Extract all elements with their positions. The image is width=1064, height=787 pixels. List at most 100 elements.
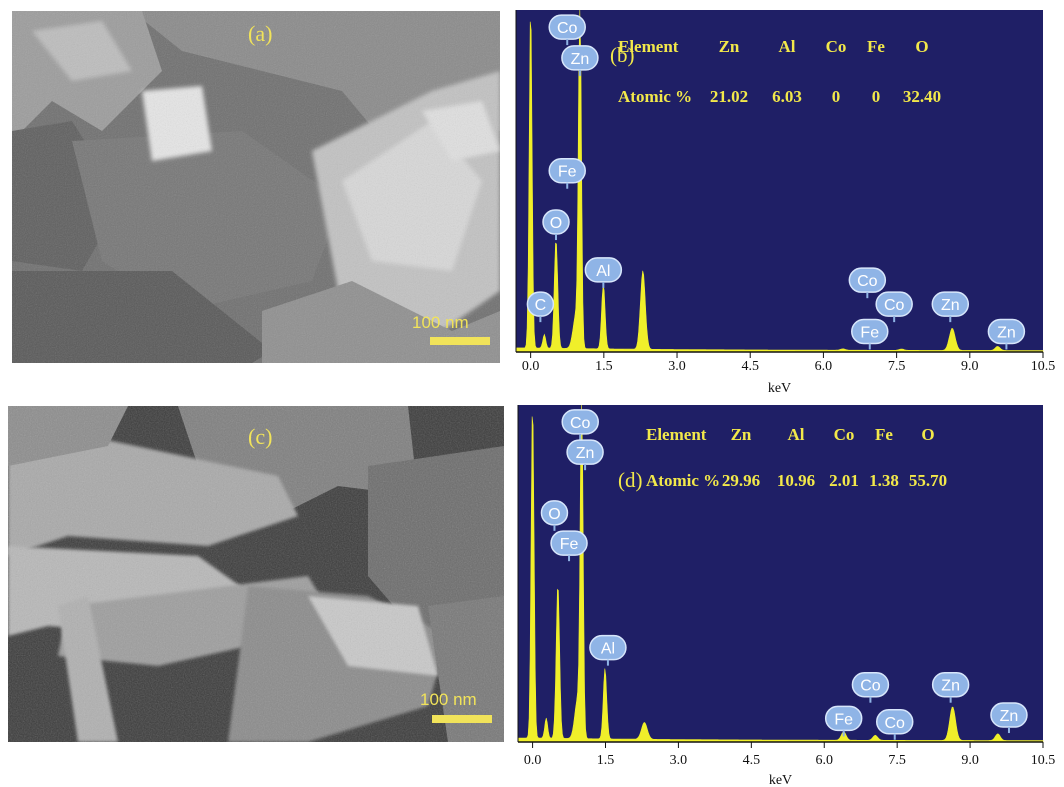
x-tick-label: 7.5 — [888, 359, 906, 374]
table-header-cell: Fe — [867, 37, 885, 56]
element-label-fe: Fe — [548, 157, 586, 189]
x-tick-label: 1.5 — [597, 753, 615, 768]
table-value-cell: Atomic % — [618, 87, 692, 106]
element-badge-text: Fe — [834, 711, 853, 728]
scale-bar-c — [432, 715, 492, 723]
table-value-cell: 32.40 — [903, 87, 941, 106]
x-tick-label: 0.0 — [522, 359, 540, 374]
table-header-cell: Fe — [875, 425, 893, 444]
element-badge-text: Zn — [941, 297, 960, 314]
element-label-co: Co — [875, 709, 914, 740]
element-label-zn: Zn — [931, 671, 970, 703]
table-value-cell: 55.70 — [909, 471, 947, 490]
element-label-fe: Fe — [550, 530, 588, 562]
sem-image-c: (c) 100 nm — [8, 406, 504, 742]
element-label-al: Al — [589, 634, 627, 666]
eds-spectrum-b: 0.0 1.5 3.0 4.5 6.0 7.5 9.0 10.5 keV (b)Element Zn… — [515, 9, 1056, 396]
element-badge-text: Al — [601, 641, 615, 658]
element-label-c: C — [526, 291, 555, 323]
table-header-cell: O — [921, 425, 934, 444]
element-badge-text: Zn — [941, 678, 960, 695]
x-tick-label: 1.5 — [595, 359, 613, 374]
x-tick-label: 7.5 — [888, 753, 906, 768]
element-label-zn: Zn — [566, 439, 604, 471]
element-label-co: Co — [851, 671, 890, 703]
element-label-zn: Zn — [561, 45, 599, 76]
element-badge-text: Co — [860, 678, 881, 695]
table-header-cell: Element — [618, 37, 679, 56]
x-axis-title-b: keV — [768, 381, 791, 396]
x-tick-label: 3.0 — [668, 359, 686, 374]
table-value-cell: 29.96 — [722, 471, 760, 490]
x-tick-label: 10.5 — [1031, 753, 1056, 768]
x-axis-title-d: keV — [769, 773, 792, 787]
element-label-zn: Zn — [931, 291, 970, 323]
element-badge-text: O — [550, 215, 562, 232]
element-badge-text: C — [535, 297, 547, 314]
element-label-o: O — [540, 500, 569, 531]
x-tick-label: 9.0 — [961, 359, 979, 374]
element-label-zn: Zn — [990, 702, 1028, 734]
table-header-cell: Al — [779, 37, 796, 56]
element-badge-text: Zn — [1000, 708, 1019, 725]
sem-micrograph-c — [8, 406, 504, 742]
element-label-al: Al — [584, 257, 623, 288]
table-value-cell: 2.01 — [829, 471, 859, 490]
eds-chart-b: 0.0 1.5 3.0 4.5 6.0 7.5 9.0 10.5 keV (b) Element Zn… — [506, 0, 1064, 400]
table-value-cell: 0 — [832, 87, 841, 106]
element-badge — [540, 500, 569, 526]
element-badge — [851, 671, 890, 698]
element-badge-text: Co — [885, 715, 906, 732]
element-label-fe: Fe — [851, 318, 889, 350]
element-label-co: Co — [548, 14, 586, 46]
panel-label-b: (b) — [610, 43, 635, 67]
x-tick-label: 0.0 — [524, 753, 542, 768]
element-label-o: O — [542, 209, 570, 241]
element-label-co: Co — [848, 267, 887, 299]
table-value-cell: 0 — [872, 87, 881, 106]
element-badge-text: Co — [557, 20, 578, 37]
element-badge-text: Co — [884, 297, 905, 314]
element-badge-text: Co — [570, 415, 591, 432]
element-badge-text: O — [548, 506, 560, 523]
table-header-cell: Co — [826, 37, 847, 56]
x-tick-label: 3.0 — [670, 753, 688, 768]
table-header-cell: O — [915, 37, 928, 56]
scale-bar-a — [430, 337, 490, 345]
spectrum-area-d — [517, 404, 1044, 743]
element-badge-text: Fe — [558, 164, 577, 181]
scale-bar-label-c: 100 nm — [420, 690, 477, 709]
element-badge-text: Fe — [560, 536, 579, 553]
element-label-zn: Zn — [987, 318, 1026, 350]
element-badge-text: Co — [857, 273, 878, 290]
panel-label-d: (d) — [618, 468, 643, 492]
x-tick-label: 4.5 — [743, 753, 761, 768]
element-badge-text: Zn — [997, 324, 1016, 341]
element-label-co: Co — [561, 409, 599, 440]
element-badge — [566, 439, 604, 465]
table-header-cell: Element — [646, 425, 707, 444]
x-tick-label: 4.5 — [741, 359, 759, 374]
table-value-cell: 21.02 — [710, 87, 748, 106]
x-tick-label: 10.5 — [1031, 359, 1056, 374]
sem-image-a: (a) 100 nm — [12, 11, 500, 363]
element-label-fe: Fe — [824, 705, 863, 737]
table-value-cell: 1.38 — [869, 471, 899, 490]
table-header-cell: Zn — [719, 37, 740, 56]
element-badge — [550, 530, 588, 556]
element-badge — [931, 671, 970, 698]
panel-label-a: (a) — [248, 21, 273, 46]
element-badge-text: Al — [596, 263, 610, 280]
scale-bar-label-a: 100 nm — [412, 313, 469, 332]
eds-chart-d: 0.0 1.5 3.0 4.5 6.0 7.5 9.0 10.5 keV (d) Element Zn… — [506, 400, 1064, 787]
table-value-cell: 6.03 — [772, 87, 802, 106]
eds-spectrum-d: 0.0 1.5 3.0 4.5 6.0 7.5 9.0 10.5 keV (d) Element Zn… — [517, 404, 1056, 787]
table-header-cell: Al — [788, 425, 805, 444]
x-tick-label: 6.0 — [816, 753, 834, 768]
element-badge-text: Fe — [860, 324, 879, 341]
x-tick-label: 6.0 — [815, 359, 833, 374]
element-label-co: Co — [875, 291, 913, 323]
table-header-cell: Zn — [731, 425, 752, 444]
element-badge-text: Zn — [571, 51, 590, 68]
element-badge-text: Zn — [576, 445, 595, 462]
